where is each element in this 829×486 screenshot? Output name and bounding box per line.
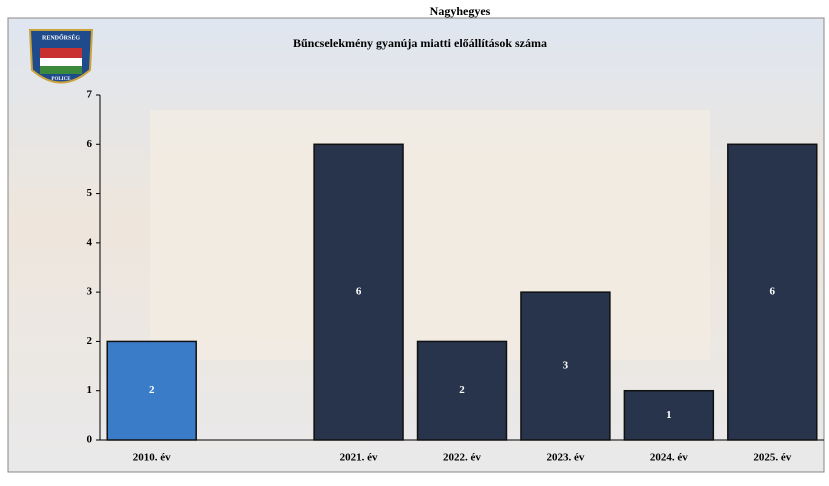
y-tick-label: 3 xyxy=(87,286,93,298)
bar xyxy=(416,340,508,441)
y-tick-label: 4 xyxy=(87,236,93,248)
y-tick-label: 2 xyxy=(87,335,93,347)
y-tick-label: 1 xyxy=(87,384,93,396)
chart-subtitle: Bűncselekmény gyanúja miatti előállításo… xyxy=(293,36,547,50)
chart-title: Nagyhegyes xyxy=(430,4,491,18)
y-tick-label: 5 xyxy=(87,187,93,199)
x-tick-label: 2025. év xyxy=(753,452,791,464)
y-tick-label: 7 xyxy=(87,89,93,101)
data-label: 6 xyxy=(356,286,362,298)
x-tick-label: 2022. év xyxy=(443,452,481,464)
data-label: 2 xyxy=(459,384,465,396)
logo: RENDŐRSÉG POLICE xyxy=(28,29,94,84)
building xyxy=(150,110,710,360)
y-tick-label: 6 xyxy=(87,138,93,150)
data-label: 3 xyxy=(563,360,569,372)
bar xyxy=(313,143,404,441)
bar xyxy=(623,389,715,441)
x-tick-label: 2024. év xyxy=(650,452,688,464)
x-tick-label: 2010. év xyxy=(133,452,171,464)
data-label: 2 xyxy=(149,384,155,396)
x-tick-label: 2023. év xyxy=(546,452,584,464)
bar xyxy=(727,143,818,441)
bar xyxy=(106,340,197,441)
logo-bottom: POLICE xyxy=(51,77,71,82)
bar xyxy=(520,291,611,441)
data-label: 6 xyxy=(770,286,776,298)
x-tick-label: 2021. év xyxy=(340,452,378,464)
data-label: 1 xyxy=(666,409,672,421)
logo-top: RENDŐRSÉG xyxy=(42,33,80,41)
y-tick-label: 0 xyxy=(87,434,93,446)
